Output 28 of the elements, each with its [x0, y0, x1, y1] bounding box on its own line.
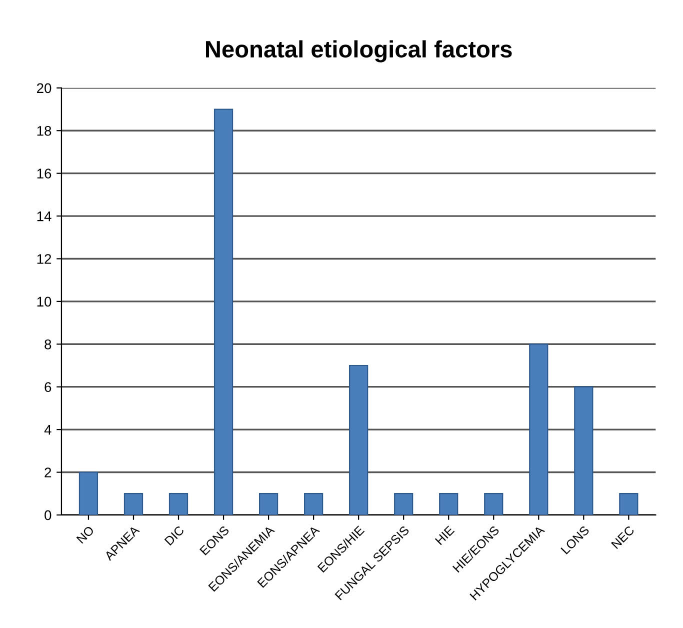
y-tick-label: 16: [37, 168, 52, 178]
x-tick-label: DIC: [164, 525, 185, 546]
y-tick-label: 12: [37, 254, 52, 264]
bar: [214, 108, 234, 515]
bar: [124, 493, 144, 515]
y-tick-label: 14: [37, 212, 52, 222]
y-tick-label: 4: [44, 425, 52, 435]
y-tick-label: 20: [37, 83, 52, 94]
bar: [258, 493, 278, 515]
bar: [574, 386, 594, 515]
y-tick-label: 6: [44, 382, 52, 392]
x-tick-label: HIE: [434, 525, 455, 546]
bar: [349, 364, 368, 515]
y-tick-label: 18: [37, 126, 52, 136]
bar: [168, 493, 188, 515]
y-tick-label: 8: [44, 339, 52, 350]
bar: [619, 493, 638, 515]
y-tick-label: 2: [44, 468, 52, 478]
chart-title: Neonatal etiological factors: [206, 40, 512, 62]
bar: [529, 344, 548, 515]
y-tick-label: 0: [44, 510, 52, 520]
bar: [78, 472, 98, 515]
bar: [484, 493, 504, 515]
y-tick-label: 10: [37, 296, 52, 307]
x-tick-label: NO: [76, 525, 95, 544]
bar: [439, 493, 458, 515]
bar: [394, 493, 414, 515]
bar: [304, 493, 324, 515]
